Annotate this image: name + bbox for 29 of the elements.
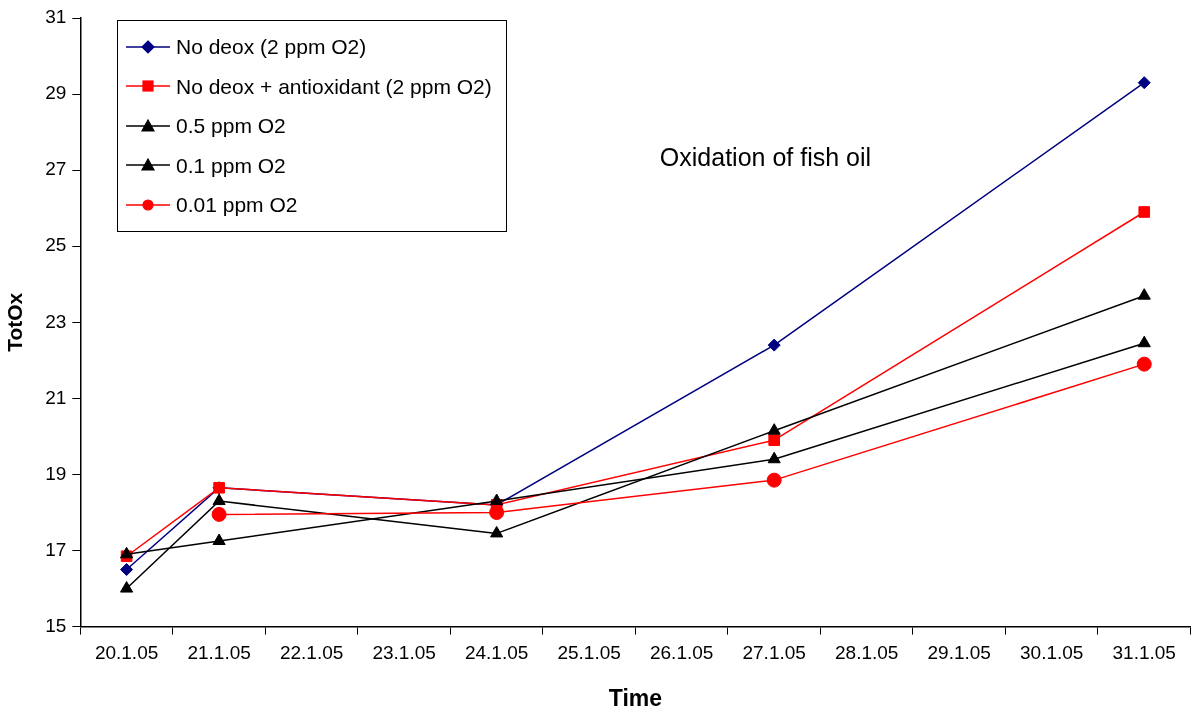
x-tick-label: 22.1.05 — [279, 642, 344, 664]
x-tick-label: 23.1.05 — [372, 642, 436, 664]
x-tick-label: 21.1.05 — [187, 642, 251, 664]
x-tick-label: 25.1.05 — [557, 642, 621, 664]
x-tick-label: 20.1.05 — [94, 642, 159, 664]
legend-label: 0.5 ppm O2 — [176, 113, 286, 139]
y-tick-label: 29 — [45, 82, 67, 104]
text: Oxidation of fish oil — [659, 143, 872, 172]
y-tick-label: 27 — [45, 158, 67, 180]
x-tick-label: 26.1.05 — [649, 642, 714, 664]
legend-label: 0.01 ppm O2 — [176, 192, 298, 218]
legend-label: No deox + antioxidant (2 ppm O2) — [176, 73, 492, 100]
y-tick-label: 25 — [45, 234, 67, 256]
y-axis-title: TotOx — [3, 292, 27, 352]
y-tick-label: 17 — [45, 538, 67, 560]
x-tick-label: 24.1.05 — [464, 642, 529, 664]
x-tick-label: 28.1.05 — [835, 642, 899, 664]
y-tick-label: 23 — [45, 310, 67, 332]
y-tick-label: 31 — [45, 6, 67, 28]
y-tick-label: 19 — [45, 462, 67, 484]
x-tick-label: 29.1.05 — [927, 642, 991, 664]
x-tick-label: 27.1.05 — [742, 642, 806, 664]
x-tick-label: 31.1.05 — [1112, 642, 1176, 664]
y-tick-label: 15 — [45, 614, 67, 636]
y-tick-label: 21 — [45, 386, 67, 408]
x-tick-label: 30.1.05 — [1020, 642, 1084, 664]
x-axis-title: Time — [608, 684, 663, 711]
legend-label: 0.1 ppm O2 — [176, 152, 286, 179]
legend-label: No deox (2 ppm O2) — [176, 34, 367, 60]
